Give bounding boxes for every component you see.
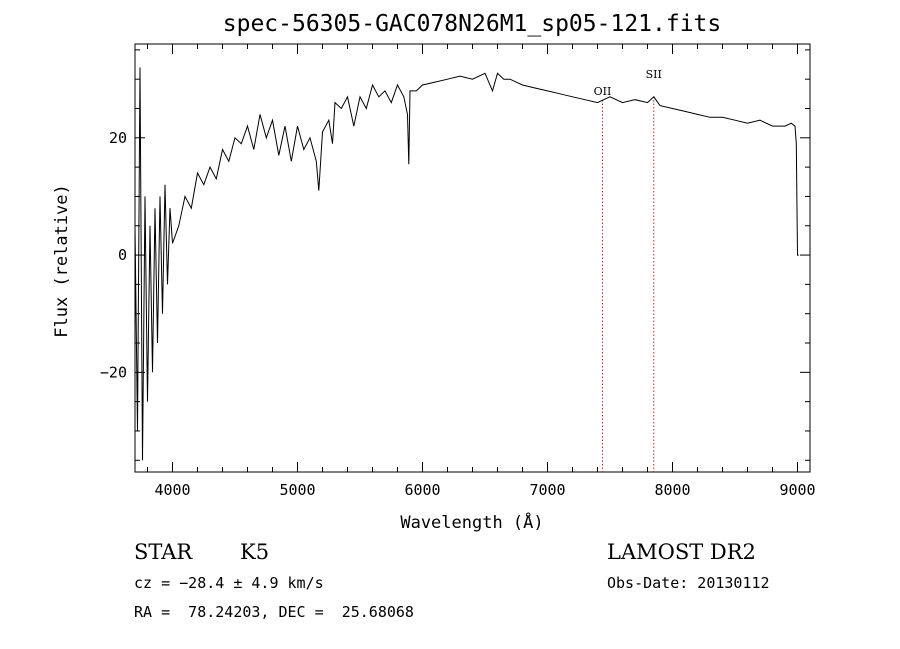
x-tick-label: 5000 xyxy=(279,481,315,499)
plot-frame xyxy=(134,43,811,473)
y-tick-label: 0 xyxy=(118,246,127,264)
x-tick-label: 6000 xyxy=(404,481,440,499)
x-tick-label: 7000 xyxy=(529,481,565,499)
y-tick-label: 20 xyxy=(109,129,127,147)
coordinates-text: RA = 78.24203, DEC = 25.68068 xyxy=(134,603,414,621)
plot-axes: 4000 5000 6000 7000 8000 9000 −20 0 20 xyxy=(100,43,816,499)
spectral-line-label: OII xyxy=(594,85,612,98)
spectral-lines: OII SII xyxy=(594,68,662,472)
object-subclass: K5 xyxy=(240,540,270,564)
observation-date: Obs-Date: 20130112 xyxy=(607,574,770,592)
redshift-text: cz = −28.4 ± 4.9 km/s xyxy=(134,574,324,592)
spectrum-line xyxy=(134,67,799,461)
y-axis-label: Flux (relative) xyxy=(52,184,72,338)
x-tick-label: 4000 xyxy=(154,481,190,499)
spectral-line-label: SII xyxy=(646,68,662,81)
chart-title: spec-56305-GAC078N26M1_sp05-121.fits xyxy=(223,11,722,37)
x-axis-label: Wavelength (Å) xyxy=(400,511,543,533)
object-class: STAR xyxy=(134,540,193,564)
survey-name: LAMOST DR2 xyxy=(607,540,756,564)
x-tick-label: 9000 xyxy=(779,481,815,499)
x-tick-label: 8000 xyxy=(654,481,690,499)
y-tick-label: −20 xyxy=(100,363,127,381)
